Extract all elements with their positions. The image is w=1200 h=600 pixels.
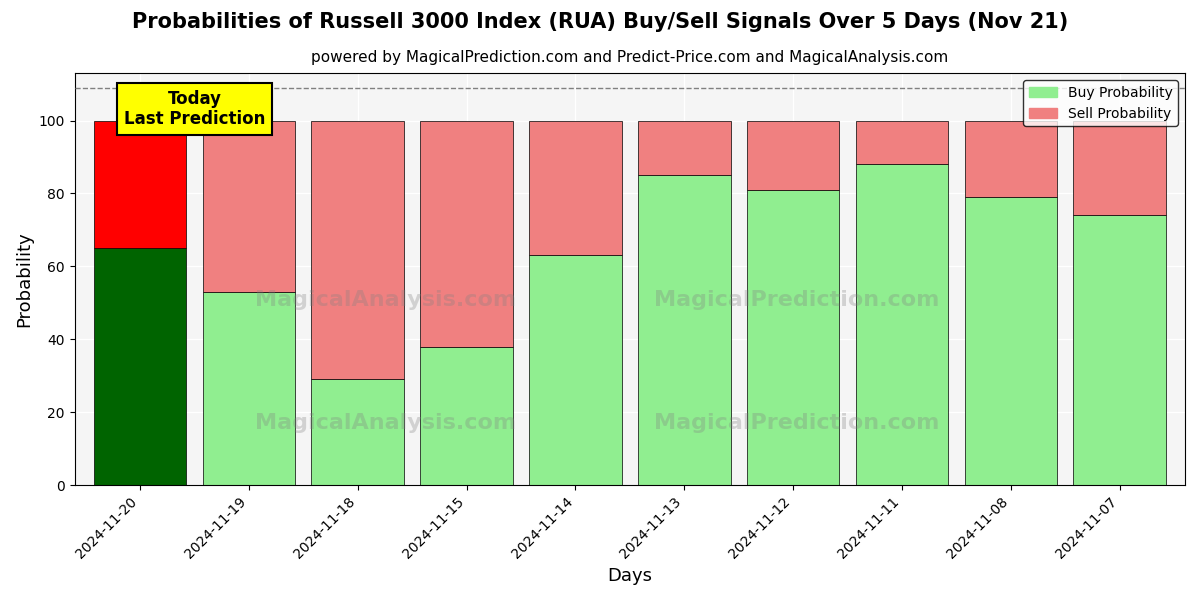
Text: MagicalAnalysis.com: MagicalAnalysis.com [254, 290, 516, 310]
Text: Probabilities of Russell 3000 Index (RUA) Buy/Sell Signals Over 5 Days (Nov 21): Probabilities of Russell 3000 Index (RUA… [132, 12, 1068, 32]
Text: Today
Last Prediction: Today Last Prediction [124, 89, 265, 128]
Bar [965, 121, 1057, 197]
Bar [420, 347, 512, 485]
Bar [856, 121, 948, 164]
Bar [203, 292, 295, 485]
Bar [1074, 215, 1166, 485]
Text: MagicalPrediction.com: MagicalPrediction.com [654, 290, 940, 310]
Bar [638, 121, 731, 175]
Bar [312, 121, 404, 379]
Y-axis label: Probability: Probability [16, 231, 34, 327]
Legend: Buy Probability, Sell Probability: Buy Probability, Sell Probability [1024, 80, 1178, 126]
Bar [203, 121, 295, 292]
Bar [529, 121, 622, 256]
Bar [965, 197, 1057, 485]
Bar [856, 164, 948, 485]
Bar [312, 379, 404, 485]
Title: powered by MagicalPrediction.com and Predict-Price.com and MagicalAnalysis.com: powered by MagicalPrediction.com and Pre… [311, 50, 948, 65]
Text: MagicalPrediction.com: MagicalPrediction.com [654, 413, 940, 433]
Bar [94, 121, 186, 248]
Bar [746, 121, 839, 190]
X-axis label: Days: Days [607, 567, 653, 585]
Bar [638, 175, 731, 485]
Bar [746, 190, 839, 485]
Bar [1074, 121, 1166, 215]
Bar [529, 256, 622, 485]
Text: MagicalAnalysis.com: MagicalAnalysis.com [254, 413, 516, 433]
Bar [420, 121, 512, 347]
Bar [94, 248, 186, 485]
